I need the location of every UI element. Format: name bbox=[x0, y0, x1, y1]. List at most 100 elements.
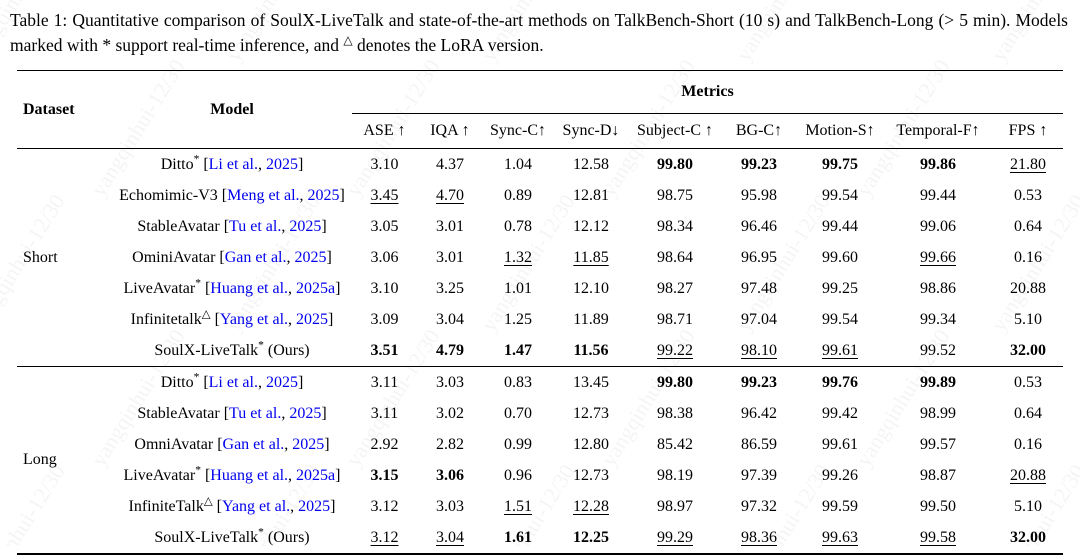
metric-value: 5.10 bbox=[1014, 310, 1042, 328]
metric-value: 99.54 bbox=[822, 186, 858, 204]
metric-value: 99.23 bbox=[741, 155, 777, 173]
citation-year-link[interactable]: 2025 bbox=[307, 186, 340, 204]
dataset-label: Long bbox=[17, 366, 112, 555]
realtime-marker: * bbox=[195, 464, 201, 477]
metric-value: 98.36 bbox=[741, 528, 777, 546]
metric-value: 0.16 bbox=[1014, 435, 1042, 453]
table-row: Long Ditto* [Li et al., 2025] 3.11 3.03 0.83… bbox=[17, 366, 1063, 555]
citation-year-link[interactable]: 2025 bbox=[292, 435, 325, 453]
citation-year-link[interactable]: 2025a bbox=[296, 279, 336, 297]
citation-authors-link[interactable]: Gan et al. bbox=[224, 248, 287, 266]
model-name: LiveAvatar* [Huang et al., 2025a] bbox=[123, 464, 341, 484]
lora-marker: △ bbox=[343, 33, 353, 48]
citation-authors-link[interactable]: Huang et al. bbox=[210, 279, 289, 297]
lora-marker: △ bbox=[203, 495, 213, 508]
metric-value: 99.44 bbox=[822, 217, 858, 235]
metric-value: 97.39 bbox=[741, 466, 777, 484]
citation-year-link[interactable]: 2025 bbox=[294, 248, 327, 266]
metric-value: 99.76 bbox=[797, 366, 883, 399]
metric-value: 3.10 bbox=[370, 155, 399, 173]
col-header-sync-d: Sync-D↓ bbox=[553, 113, 629, 150]
metric-value: 1.47 bbox=[504, 341, 532, 359]
metric-value: 12.58 bbox=[573, 155, 609, 173]
metric-value: 98.27 bbox=[657, 279, 693, 297]
metric-value: 0.16 bbox=[1014, 248, 1042, 266]
citation-year-link[interactable]: 2025 bbox=[296, 310, 329, 328]
citation-year-link[interactable]: 2025a bbox=[296, 466, 336, 484]
table-row: StableAvatar [Tu et al., 2025] 3.05 3.01 0.… bbox=[17, 211, 1063, 242]
section-short: Short Ditto* [Li et al., 2025] 3.10 4.37 1.0… bbox=[17, 149, 1063, 367]
caption-text-end: denotes the LoRA version. bbox=[352, 35, 544, 56]
table-header: Dataset Model Metrics ASE ↑ IQA ↑ Sync-C… bbox=[17, 70, 1063, 150]
col-header-iqa: IQA ↑ bbox=[417, 113, 483, 150]
citation-year-link[interactable]: 2025 bbox=[289, 404, 322, 422]
citation-authors-link[interactable]: Gan et al. bbox=[222, 435, 285, 453]
citation-authors-link[interactable]: Yang et al. bbox=[222, 497, 291, 515]
metric-value: 12.73 bbox=[573, 466, 609, 484]
metric-value: 12.10 bbox=[573, 279, 609, 297]
metric-value: 12.81 bbox=[573, 186, 609, 204]
metric-value: 2.92 bbox=[370, 435, 399, 453]
metric-value: 3.15 bbox=[370, 466, 399, 484]
citation-authors-link[interactable]: Tu et al. bbox=[229, 404, 282, 422]
citation-year-link[interactable]: 2025 bbox=[265, 155, 298, 173]
citation-year-link[interactable]: 2025 bbox=[289, 217, 322, 235]
model-name: SoulX-LiveTalk* (Ours) bbox=[154, 339, 310, 359]
citation-authors-link[interactable]: Yang et al. bbox=[219, 310, 289, 328]
realtime-marker: * bbox=[258, 526, 264, 539]
metric-value: 0.99 bbox=[504, 435, 532, 453]
citation-year-link[interactable]: 2025 bbox=[265, 373, 298, 391]
metric-value: 96.42 bbox=[741, 404, 777, 422]
metric-value: 99.58 bbox=[920, 528, 956, 546]
metric-value: 3.04 bbox=[436, 310, 464, 328]
model-name: OminiAvatar [Gan et al., 2025] bbox=[132, 248, 332, 266]
metric-value: 4.37 bbox=[436, 155, 464, 173]
model-name: StableAvatar [Tu et al., 2025] bbox=[137, 217, 327, 235]
citation-authors-link[interactable]: Tu et al. bbox=[229, 217, 282, 235]
citation-authors-link[interactable]: Li et al. bbox=[208, 155, 258, 173]
model-name: Ditto* [Li et al., 2025] bbox=[112, 366, 352, 399]
metric-value: 98.97 bbox=[657, 497, 693, 515]
model-name: Echomimic-V3 [Meng et al., 2025] bbox=[119, 186, 345, 204]
table-row: OmniAvatar [Gan et al., 2025] 2.92 2.82 0.9… bbox=[17, 429, 1063, 460]
metric-value: 0.53 bbox=[1014, 186, 1042, 204]
lora-marker: △ bbox=[201, 308, 211, 321]
caption-text: Table 1: Quantitative comparison of Soul… bbox=[10, 10, 1068, 56]
metric-value: 98.19 bbox=[657, 466, 693, 484]
citation-authors-link[interactable]: Li et al. bbox=[208, 373, 258, 391]
metric-value: 12.25 bbox=[573, 528, 609, 546]
metric-value: 99.29 bbox=[657, 528, 693, 546]
metric-value: 11.85 bbox=[573, 248, 609, 266]
citation-authors-link[interactable]: Meng et al. bbox=[227, 186, 300, 204]
metric-value: 98.38 bbox=[657, 404, 693, 422]
metric-value: 99.26 bbox=[822, 466, 858, 484]
metric-value: 3.05 bbox=[370, 217, 399, 235]
dataset-label: Short bbox=[23, 248, 58, 266]
realtime-marker: * bbox=[193, 371, 200, 384]
table-row: OminiAvatar [Gan et al., 2025] 3.06 3.01 1.… bbox=[17, 242, 1063, 273]
metric-value: 98.71 bbox=[657, 310, 693, 328]
results-table: Dataset Model Metrics ASE ↑ IQA ↑ Sync-C… bbox=[17, 70, 1063, 555]
metric-value: 12.28 bbox=[573, 497, 609, 515]
realtime-marker: * bbox=[193, 153, 200, 166]
metric-value: 98.10 bbox=[741, 341, 777, 359]
metric-value: 97.32 bbox=[741, 497, 777, 515]
citation-year-link[interactable]: 2025 bbox=[298, 497, 331, 515]
section-long: Long Ditto* [Li et al., 2025] 3.11 3.03 0.83… bbox=[17, 366, 1063, 555]
metric-value: 1.04 bbox=[504, 155, 532, 173]
citation-authors-link[interactable]: Huang et al. bbox=[210, 466, 289, 484]
metric-value: 99.75 bbox=[822, 155, 858, 173]
metric-value: 99.57 bbox=[920, 435, 956, 453]
metric-value: 1.51 bbox=[504, 497, 532, 515]
metric-value: 4.79 bbox=[436, 341, 464, 359]
metric-value: 99.63 bbox=[822, 528, 858, 546]
metric-value: 98.64 bbox=[657, 248, 693, 266]
metric-value: 20.88 bbox=[1010, 279, 1046, 297]
metric-value: 99.34 bbox=[920, 310, 956, 328]
metric-value: 99.50 bbox=[920, 497, 956, 515]
metric-value: 3.03 bbox=[436, 497, 464, 515]
metric-value: 5.10 bbox=[1014, 497, 1042, 515]
model-name: OmniAvatar [Gan et al., 2025] bbox=[134, 435, 330, 453]
metric-value: 3.25 bbox=[436, 279, 464, 297]
metric-value: 99.80 bbox=[629, 366, 721, 399]
